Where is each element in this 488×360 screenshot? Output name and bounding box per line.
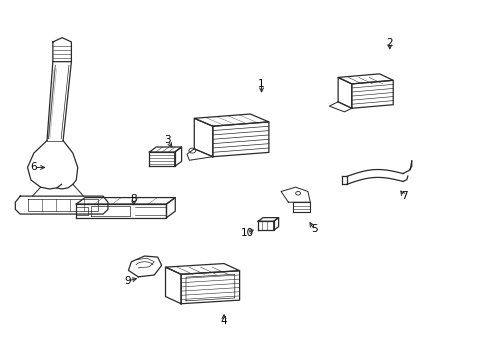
Text: 5: 5 [310,225,317,234]
Text: 4: 4 [220,316,227,325]
Text: 9: 9 [124,276,130,286]
Text: 2: 2 [386,38,392,48]
Text: 3: 3 [164,135,170,145]
Text: 10: 10 [240,228,253,238]
Text: 6: 6 [30,162,37,172]
Text: 8: 8 [130,194,137,204]
Text: 1: 1 [258,79,264,89]
Text: 7: 7 [400,191,407,201]
